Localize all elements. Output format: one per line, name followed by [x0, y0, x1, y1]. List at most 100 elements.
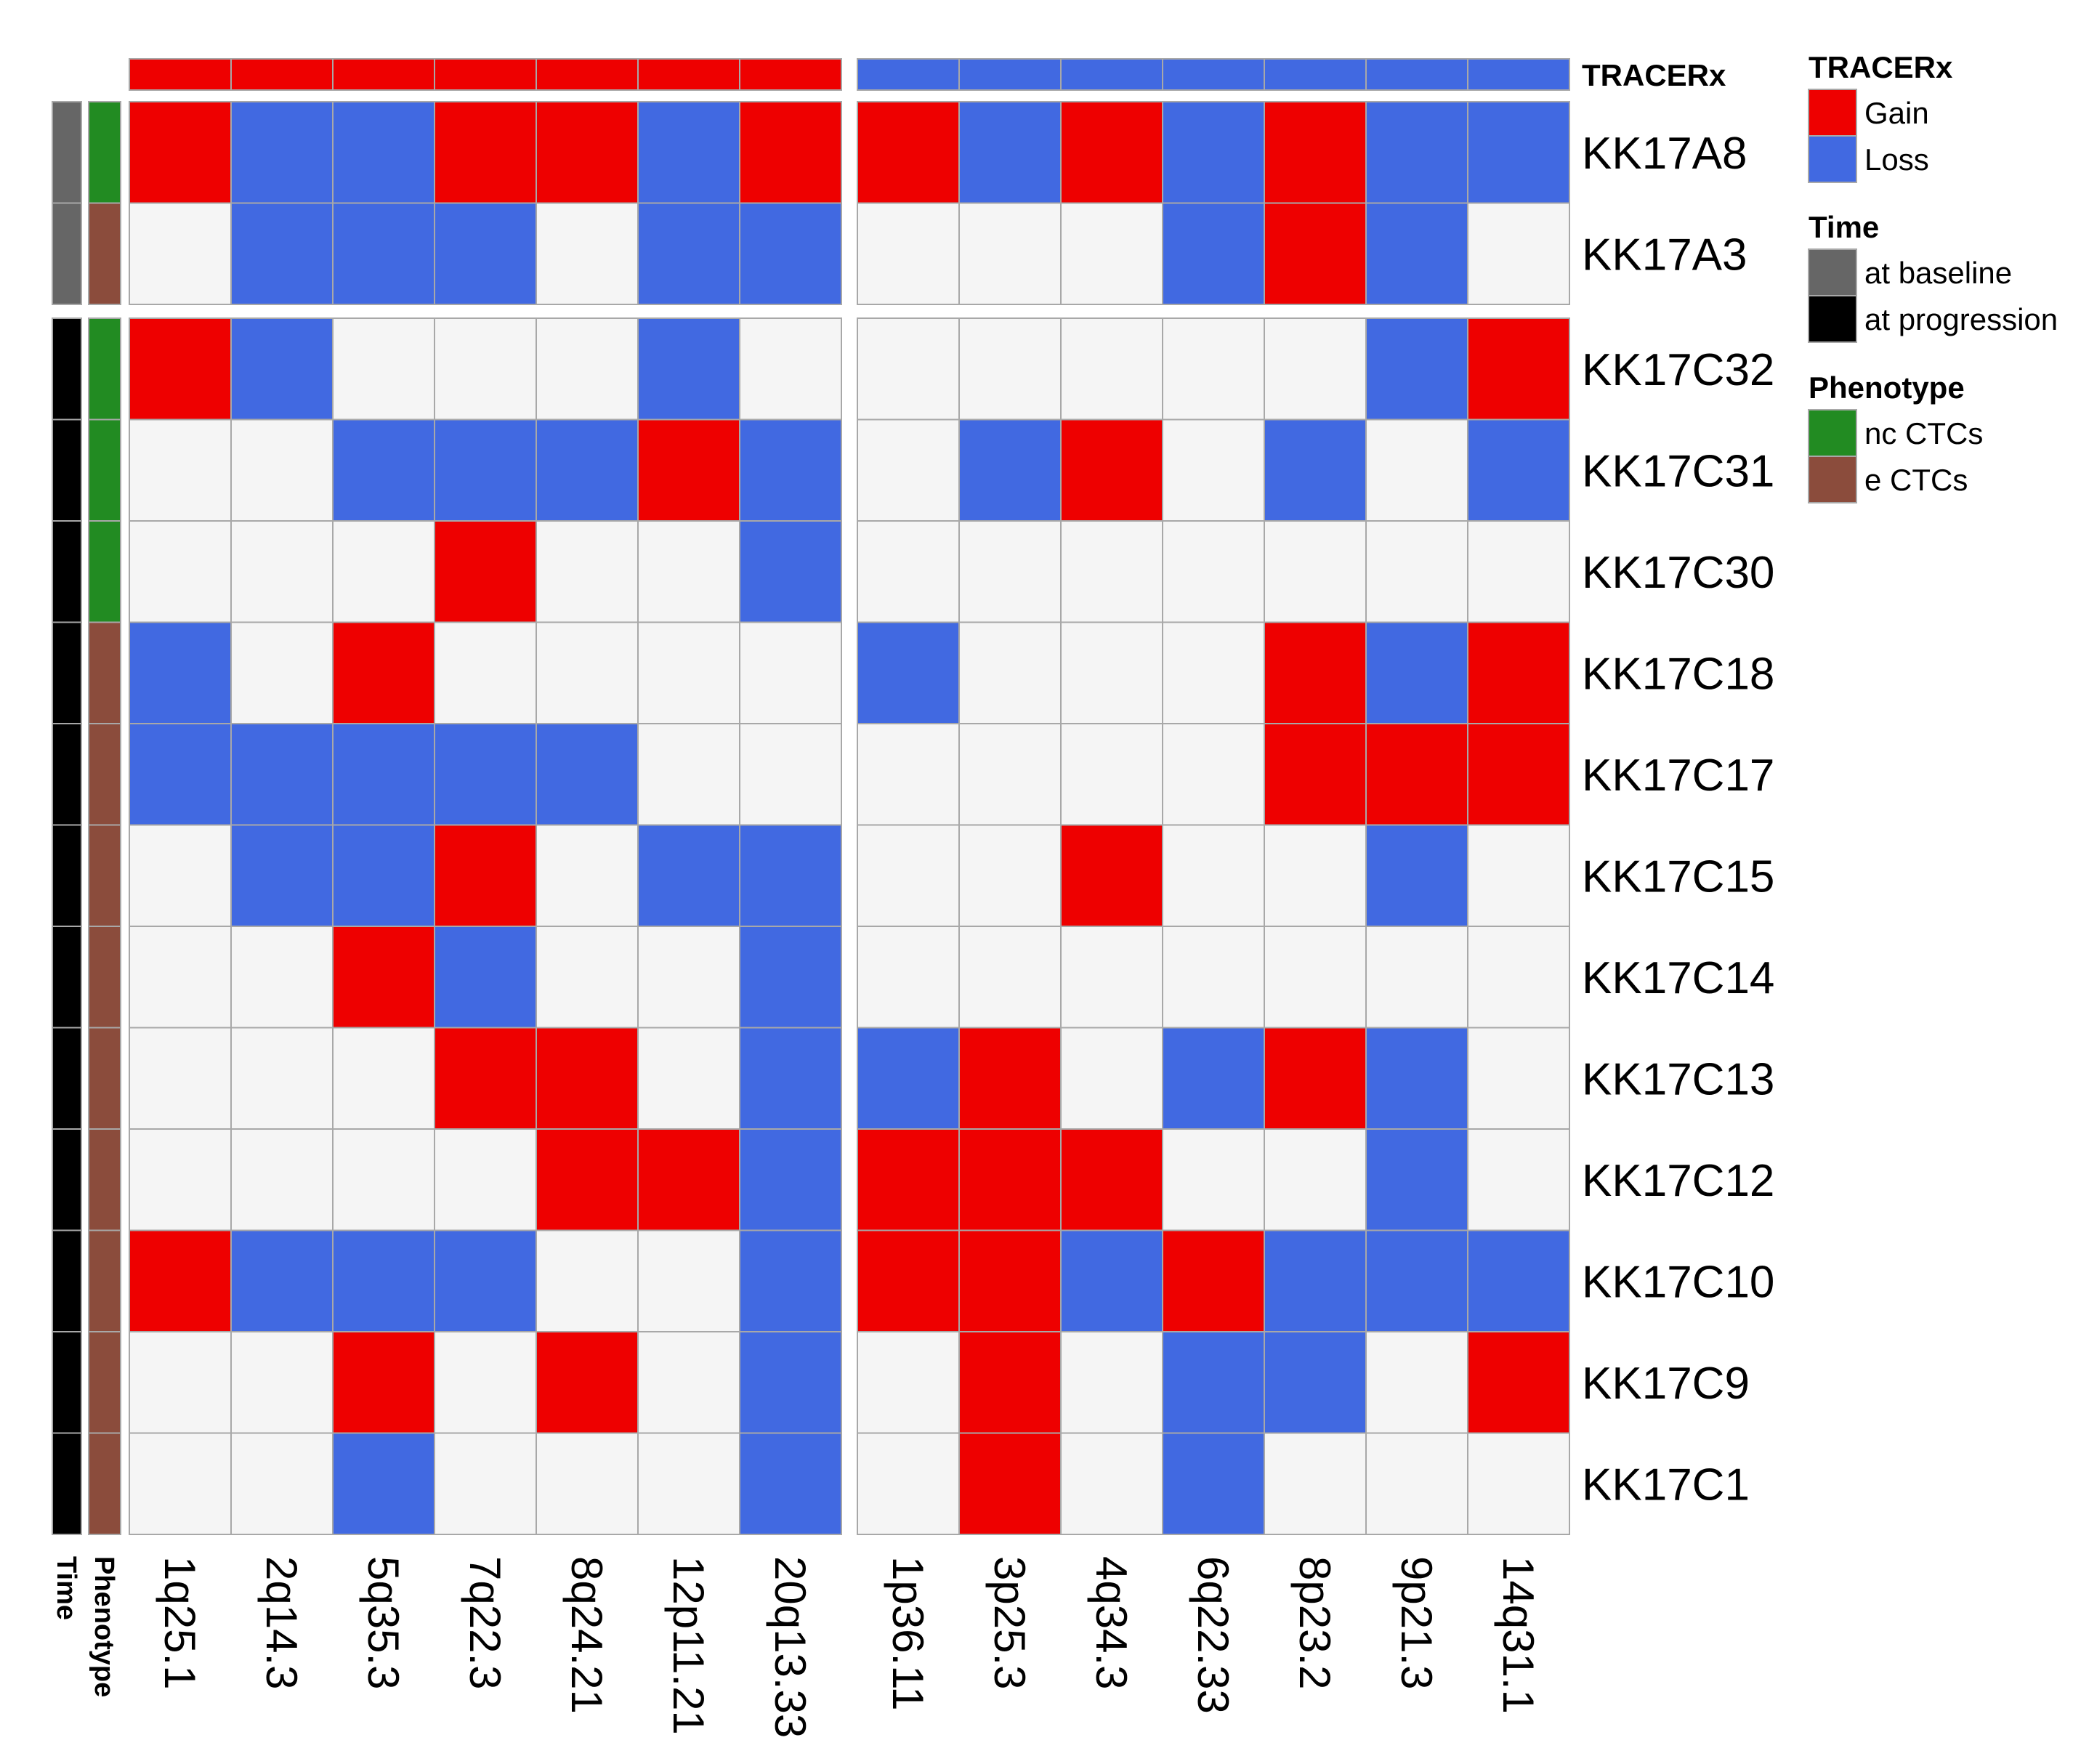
top-anno-cell-2q14.3	[230, 58, 334, 91]
cell-KK17C13-1q25.1	[129, 1027, 232, 1130]
cell-KK17C17-20q13.33	[739, 723, 842, 826]
legend-label-at-progression: at progression	[1864, 302, 2058, 336]
top-anno-cell-8p23.2	[1264, 58, 1367, 91]
row-label-KK17C1: KK17C1	[1582, 1460, 1750, 1510]
cell-KK17C9-2q14.3	[230, 1331, 334, 1434]
legend-label-at-baseline: at baseline	[1864, 256, 2012, 290]
cell-KK17C30-20q13.33	[739, 520, 842, 623]
cell-KK17C9-8p23.2	[1264, 1331, 1367, 1434]
row-label-KK17C18: KK17C18	[1582, 649, 1774, 699]
cell-KK17C30-2q14.3	[230, 520, 334, 623]
row-label-KK17C15: KK17C15	[1582, 851, 1774, 902]
legend-label-gain: Gain	[1864, 96, 1929, 130]
top-anno-cell-9p21.3	[1365, 58, 1468, 91]
cell-KK17C12-9p21.3	[1365, 1128, 1468, 1231]
col-label-4q34.3: 4q34.3	[1087, 1556, 1136, 1690]
cell-KK17A8-9p21.3	[1365, 101, 1468, 204]
row-label-KK17C32: KK17C32	[1582, 345, 1774, 395]
cell-KK17C14-1q25.1	[129, 926, 232, 1029]
cell-KK17C12-7q22.3	[434, 1128, 537, 1231]
legend-swatch-e-ctcs	[1808, 456, 1857, 503]
time-anno-KK17C12	[52, 1128, 82, 1231]
cell-KK17C30-12p11.21	[637, 520, 740, 623]
top-anno-cell-3p25.3	[958, 58, 1062, 91]
col-label-6q22.33: 6q22.33	[1189, 1556, 1237, 1714]
time-anno-KK17C30	[52, 520, 82, 623]
top-anno-cell-1p36.11	[857, 58, 960, 91]
time-anno-KK17C31	[52, 418, 82, 522]
cell-KK17A8-12p11.21	[637, 101, 740, 204]
top-anno-cell-6q22.33	[1162, 58, 1265, 91]
cell-KK17C18-12p11.21	[637, 621, 740, 724]
col-label-2q14.3: 2q14.3	[257, 1556, 306, 1690]
time-anno-KK17C17	[52, 723, 82, 826]
phenotype-anno-KK17C9	[88, 1331, 121, 1434]
time-anno-KK17C15	[52, 824, 82, 927]
cell-KK17C13-12p11.21	[637, 1027, 740, 1130]
phenotype-anno-KK17C17	[88, 723, 121, 826]
top-anno-cell-7q22.3	[434, 58, 537, 91]
cell-KK17C32-7q22.3	[434, 317, 537, 421]
cell-KK17C17-9p21.3	[1365, 723, 1468, 826]
top-anno-outline	[857, 58, 1570, 91]
cell-KK17C9-3p25.3	[958, 1331, 1062, 1434]
cell-KK17C15-12p11.21	[637, 824, 740, 927]
cell-KK17C12-8q24.21	[536, 1128, 639, 1231]
cell-KK17A8-2q14.3	[230, 101, 334, 204]
cell-KK17C12-20q13.33	[739, 1128, 842, 1231]
cell-KK17C15-1q25.1	[129, 824, 232, 927]
row-label-KK17C10: KK17C10	[1582, 1257, 1774, 1307]
phenotype-anno-KK17C30	[88, 520, 121, 623]
phenotype-anno-KK17C12	[88, 1128, 121, 1231]
cell-KK17C1-1p36.11	[857, 1432, 960, 1535]
cell-KK17C30-1q25.1	[129, 520, 232, 623]
time-anno-title: Time	[51, 1556, 81, 1620]
cell-KK17C1-20q13.33	[739, 1432, 842, 1535]
cell-KK17C17-14q31.1	[1467, 723, 1570, 826]
row-label-KK17A8: KK17A8	[1582, 129, 1747, 179]
cell-KK17C9-4q34.3	[1060, 1331, 1163, 1434]
cell-KK17C9-7q22.3	[434, 1331, 537, 1434]
column-labels: 1q25.1 2q14.3 5q35.3 7q22.3 8q24.21 12p11.21 2…	[155, 1556, 1543, 1738]
legend-swatch-nc-ctcs	[1808, 409, 1857, 457]
cell-KK17A8-8p23.2	[1264, 101, 1367, 204]
cell-KK17C15-3p25.3	[958, 824, 1062, 927]
phenotype-anno-KK17C15	[88, 824, 121, 927]
top-anno-cell-14q31.1	[1467, 58, 1570, 91]
cell-KK17C17-6q22.33	[1162, 723, 1265, 826]
cell-KK17C15-8q24.21	[536, 824, 639, 927]
legend-label-e-ctcs: e CTCs	[1864, 463, 1968, 497]
time-anno-KK17C10	[52, 1229, 82, 1332]
cell-KK17C10-4q34.3	[1060, 1229, 1163, 1332]
cell-KK17C1-4q34.3	[1060, 1432, 1163, 1535]
cell-KK17C15-2q14.3	[230, 824, 334, 927]
row-label-KK17C30: KK17C30	[1582, 548, 1774, 598]
cell-KK17A8-14q31.1	[1467, 101, 1570, 204]
cell-KK17C18-4q34.3	[1060, 621, 1163, 724]
cell-KK17C12-12p11.21	[637, 1128, 740, 1231]
phenotype-anno-KK17C18	[88, 621, 121, 724]
cell-KK17C10-7q22.3	[434, 1229, 537, 1332]
time-anno-KK17C14	[52, 926, 82, 1029]
top-anno-outline	[129, 58, 842, 91]
cell-KK17C15-9p21.3	[1365, 824, 1468, 927]
cell-KK17C14-14q31.1	[1467, 926, 1570, 1029]
cell-KK17A3-7q22.3	[434, 202, 537, 305]
legend-label-nc-ctcs: nc CTCs	[1864, 416, 1983, 450]
cell-KK17C13-6q22.33	[1162, 1027, 1265, 1130]
cell-KK17C1-8q24.21	[536, 1432, 639, 1535]
cell-KK17C31-9p21.3	[1365, 418, 1468, 522]
cell-KK17C13-20q13.33	[739, 1027, 842, 1130]
cell-KK17C32-1p36.11	[857, 317, 960, 421]
cell-KK17C14-4q34.3	[1060, 926, 1163, 1029]
left-annotation-titles: Time Phenotype	[51, 1556, 119, 1697]
col-label-1q25.1: 1q25.1	[155, 1556, 204, 1690]
cell-KK17C9-9p21.3	[1365, 1331, 1468, 1434]
cell-KK17C14-3p25.3	[958, 926, 1062, 1029]
phenotype-anno-KK17A8	[88, 101, 121, 204]
col-label-20q13.33: 20q13.33	[766, 1556, 815, 1738]
phenotype-anno-KK17C10	[88, 1229, 121, 1332]
cell-KK17C32-2q14.3	[230, 317, 334, 421]
cell-KK17C18-14q31.1	[1467, 621, 1570, 724]
